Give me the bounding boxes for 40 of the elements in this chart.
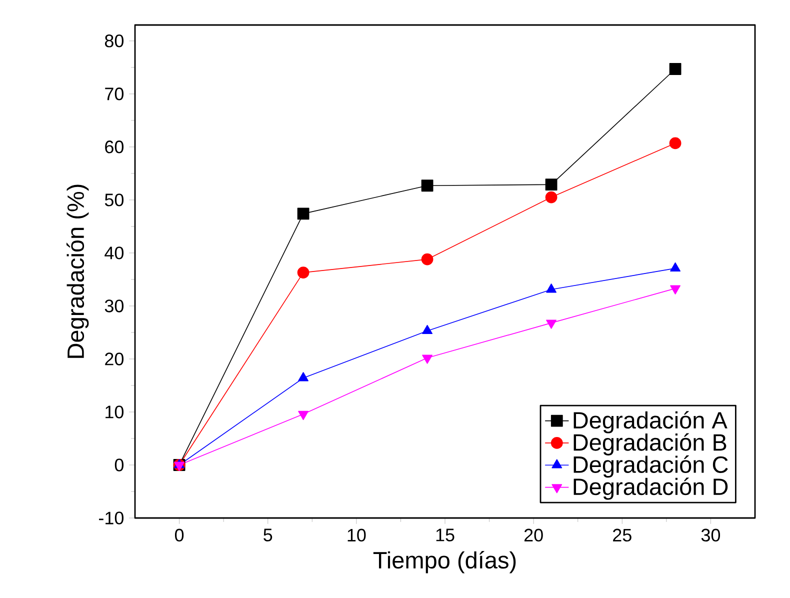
- y-tick-label: -10: [99, 512, 124, 524]
- point: [670, 285, 680, 294]
- point: [297, 208, 310, 220]
- point: [174, 462, 184, 471]
- y-tick-label: 30: [104, 300, 124, 312]
- legend-label: Degradación A: [574, 411, 728, 434]
- point: [545, 178, 558, 191]
- y-tick-label: 40: [104, 246, 124, 260]
- point: [297, 266, 310, 279]
- point: [422, 324, 432, 334]
- point: [298, 410, 308, 420]
- y-tick-label: 60: [105, 140, 124, 154]
- point: [546, 320, 556, 329]
- x-tick-label: 30: [701, 528, 720, 542]
- x-tick-label: 0: [174, 528, 184, 542]
- x-axis-title: Tiempo (días): [373, 551, 516, 574]
- point: [545, 191, 558, 204]
- point: [669, 137, 682, 150]
- point: [546, 284, 556, 293]
- x-tick-label: 25: [613, 528, 632, 542]
- x-tick-label: 15: [436, 528, 454, 542]
- y-tick-label: 20: [105, 352, 124, 366]
- y-axis-title: Degradación (%): [66, 184, 89, 358]
- x-tick-label: 20: [524, 528, 543, 542]
- point: [421, 253, 434, 266]
- point: [422, 354, 432, 364]
- y-tick-label: 70: [105, 88, 124, 100]
- x-tick-label: 10: [348, 528, 366, 542]
- legend-label: Degradación D: [574, 478, 728, 500]
- point: [421, 180, 434, 192]
- y-tick-label: 80: [104, 34, 124, 48]
- point: [298, 372, 308, 382]
- legend-label: Degradación C: [574, 455, 728, 478]
- x-tick-label: 5: [264, 528, 272, 542]
- point: [670, 262, 680, 272]
- point: [669, 63, 682, 75]
- y-tick-label: 0: [114, 458, 124, 472]
- y-tick-label: 50: [104, 194, 124, 206]
- y-tick-label: 10: [106, 406, 124, 418]
- legend-label: Degradación B: [574, 433, 726, 456]
